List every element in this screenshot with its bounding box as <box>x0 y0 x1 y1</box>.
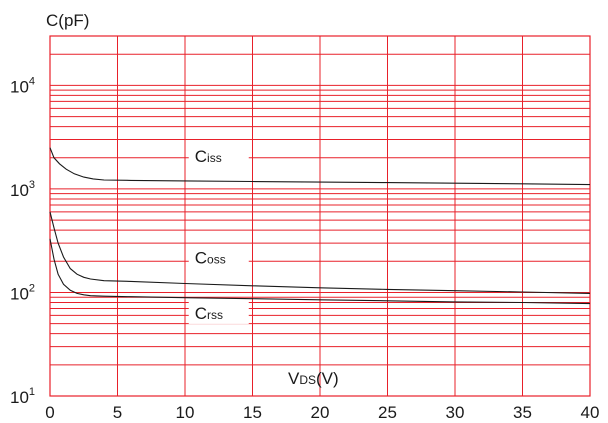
x-axis-label-sub: DS <box>299 373 316 387</box>
y-tick-base: 10 <box>10 181 29 200</box>
y-tick-base: 10 <box>10 388 29 407</box>
curve-crss <box>49 238 591 305</box>
plot-frame <box>49 35 591 397</box>
y-tick-exponent: 3 <box>29 179 35 191</box>
x-axis-label-main: V <box>288 369 300 388</box>
x-tick-label: 30 <box>446 403 465 422</box>
series-label-bg <box>188 145 249 168</box>
x-tick-label: 10 <box>176 403 195 422</box>
y-tick-exponent: 4 <box>29 75 35 87</box>
series-label-sub: rss <box>207 308 223 322</box>
x-tick-label: 0 <box>45 403 54 422</box>
series-label-main: C <box>195 304 207 323</box>
curve-coss <box>49 211 591 294</box>
series-label-sub: iss <box>207 151 222 165</box>
y-tick-base: 10 <box>10 77 29 96</box>
series-label-main: C <box>195 248 207 267</box>
y-tick-label: 103 <box>10 179 35 200</box>
curves <box>49 147 591 305</box>
y-tick-base: 10 <box>10 284 29 303</box>
y-axis-label: C(pF) <box>46 11 89 30</box>
x-tick-label: 40 <box>581 403 600 422</box>
series-label-bg <box>188 246 249 269</box>
grid <box>49 35 591 397</box>
curve-ciss <box>49 147 591 186</box>
x-tick-label: 25 <box>378 403 397 422</box>
y-tick-label: 104 <box>10 75 35 96</box>
y-tick-label: 102 <box>10 282 35 303</box>
x-tick-label: 20 <box>311 403 330 422</box>
series-label-crss: Crss <box>195 304 223 323</box>
x-tick-label: 35 <box>513 403 532 422</box>
x-tick-label: 5 <box>113 403 122 422</box>
y-tick-exponent: 2 <box>29 282 35 294</box>
x-axis-label-unit: (V) <box>316 369 339 388</box>
series-label-coss: Coss <box>195 248 226 267</box>
y-tick-exponent: 1 <box>29 386 35 398</box>
x-tick-labels: 0 5 10 15 20 25 30 35 40 <box>45 403 599 422</box>
x-tick-label: 15 <box>243 403 262 422</box>
series-label-sub: oss <box>207 252 226 266</box>
y-tick-label: 101 <box>10 386 35 407</box>
series-label-main: C <box>195 147 207 166</box>
series-label-bg <box>188 301 249 324</box>
series-label-ciss: Ciss <box>195 147 222 166</box>
x-axis-label: VDS(V) <box>288 369 339 388</box>
